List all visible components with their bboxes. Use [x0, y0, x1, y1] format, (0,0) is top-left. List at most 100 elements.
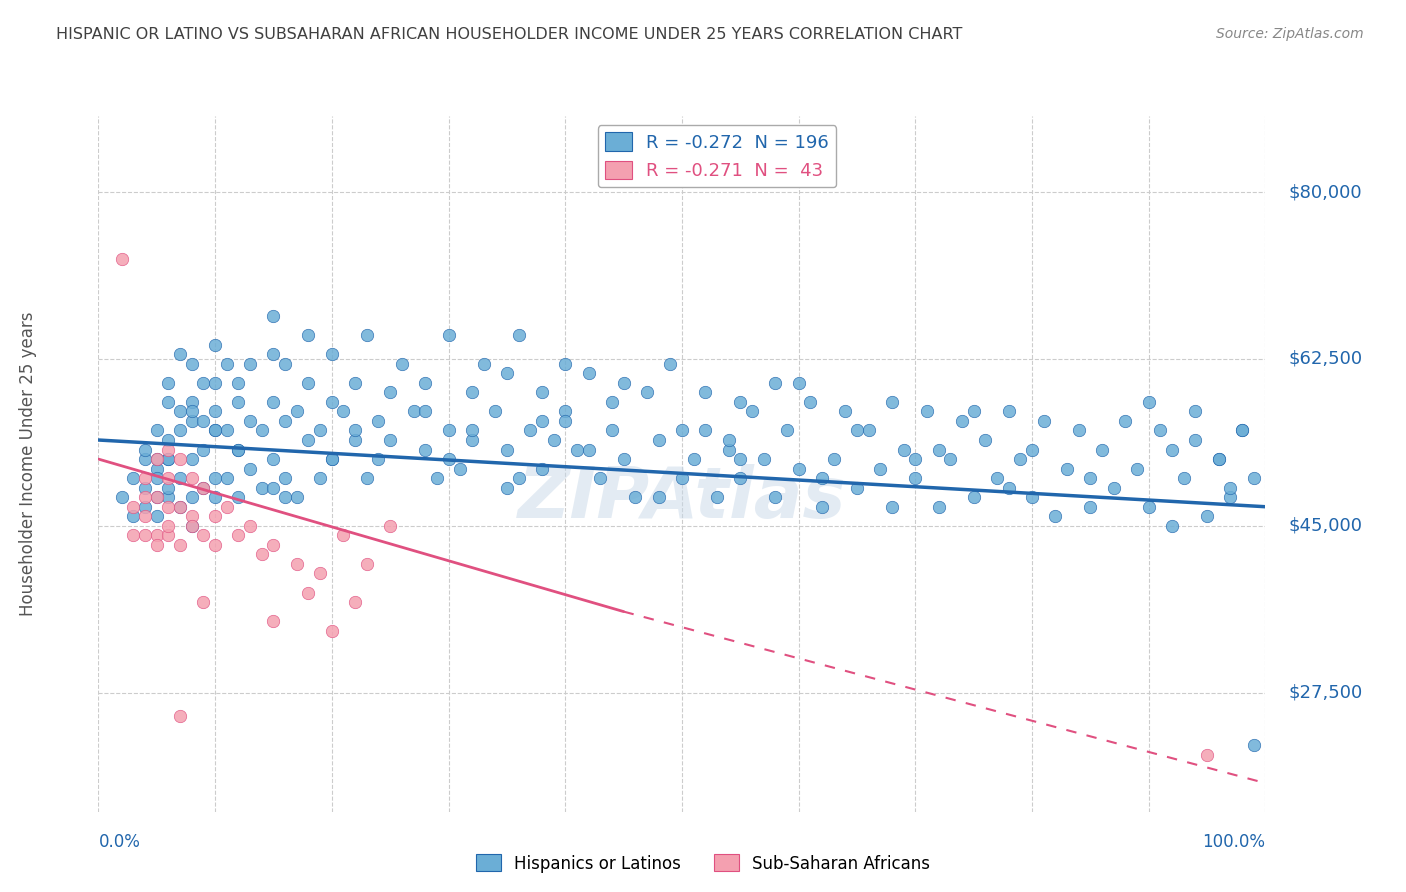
Point: [321, 395, 343, 409]
Point: [180, 414, 202, 428]
Point: [834, 404, 856, 418]
Point: [671, 471, 693, 485]
Point: [204, 471, 226, 485]
Legend: Hispanics or Latinos, Sub-Saharan Africans: Hispanics or Latinos, Sub-Saharan Africa…: [468, 847, 938, 880]
Point: [146, 424, 169, 438]
Point: [285, 404, 308, 418]
Point: [321, 452, 343, 467]
Point: [274, 357, 297, 371]
Point: [344, 433, 367, 447]
Point: [157, 452, 180, 467]
Point: [787, 376, 810, 390]
Point: [193, 528, 215, 542]
Point: [950, 414, 973, 428]
Point: [204, 509, 226, 524]
Point: [647, 490, 669, 504]
Point: [356, 471, 378, 485]
Point: [962, 404, 984, 418]
Point: [332, 528, 354, 542]
Point: [122, 500, 145, 514]
Text: 0.0%: 0.0%: [98, 832, 141, 851]
Point: [180, 452, 202, 467]
Point: [1021, 490, 1043, 504]
Point: [554, 414, 576, 428]
Point: [928, 442, 950, 457]
Point: [180, 471, 202, 485]
Point: [1195, 747, 1218, 762]
Point: [134, 500, 156, 514]
Point: [741, 404, 763, 418]
Point: [659, 357, 682, 371]
Text: $80,000: $80,000: [1289, 183, 1362, 202]
Point: [228, 528, 250, 542]
Point: [752, 452, 775, 467]
Point: [787, 461, 810, 475]
Point: [215, 471, 238, 485]
Point: [180, 509, 202, 524]
Point: [682, 452, 704, 467]
Point: [845, 424, 868, 438]
Point: [193, 376, 215, 390]
Point: [776, 424, 799, 438]
Point: [508, 471, 530, 485]
Point: [484, 404, 506, 418]
Point: [169, 424, 191, 438]
Point: [344, 424, 367, 438]
Point: [612, 452, 634, 467]
Point: [228, 490, 250, 504]
Point: [215, 424, 238, 438]
Point: [239, 461, 262, 475]
Point: [1137, 395, 1160, 409]
Point: [986, 471, 1008, 485]
Point: [939, 452, 962, 467]
Point: [169, 347, 191, 361]
Point: [880, 500, 903, 514]
Point: [134, 509, 156, 524]
Point: [461, 385, 484, 400]
Point: [262, 452, 284, 467]
Point: [449, 461, 471, 475]
Point: [1126, 461, 1149, 475]
Point: [1208, 452, 1230, 467]
Point: [193, 414, 215, 428]
Point: [378, 518, 402, 533]
Point: [461, 433, 484, 447]
Point: [134, 471, 156, 485]
Point: [695, 424, 717, 438]
Point: [146, 471, 169, 485]
Point: [228, 395, 250, 409]
Point: [180, 490, 202, 504]
Point: [204, 424, 226, 438]
Point: [904, 471, 927, 485]
Point: [811, 500, 834, 514]
Point: [169, 404, 191, 418]
Point: [695, 385, 717, 400]
Point: [262, 347, 284, 361]
Point: [1137, 500, 1160, 514]
Text: Source: ZipAtlas.com: Source: ZipAtlas.com: [1216, 27, 1364, 41]
Point: [413, 404, 436, 418]
Point: [274, 471, 297, 485]
Point: [122, 471, 145, 485]
Point: [811, 471, 834, 485]
Point: [157, 395, 180, 409]
Point: [1184, 433, 1206, 447]
Point: [157, 452, 180, 467]
Point: [717, 442, 740, 457]
Point: [869, 461, 891, 475]
Point: [495, 366, 517, 380]
Point: [169, 452, 191, 467]
Point: [519, 424, 541, 438]
Point: [1161, 442, 1184, 457]
Point: [437, 328, 460, 343]
Text: Householder Income Under 25 years: Householder Income Under 25 years: [20, 311, 38, 616]
Point: [262, 538, 284, 552]
Point: [250, 548, 273, 562]
Point: [250, 481, 273, 495]
Point: [321, 347, 343, 361]
Point: [180, 518, 202, 533]
Text: HISPANIC OR LATINO VS SUBSAHARAN AFRICAN HOUSEHOLDER INCOME UNDER 25 YEARS CORRE: HISPANIC OR LATINO VS SUBSAHARAN AFRICAN…: [56, 27, 963, 42]
Point: [612, 376, 634, 390]
Point: [193, 481, 215, 495]
Point: [647, 433, 669, 447]
